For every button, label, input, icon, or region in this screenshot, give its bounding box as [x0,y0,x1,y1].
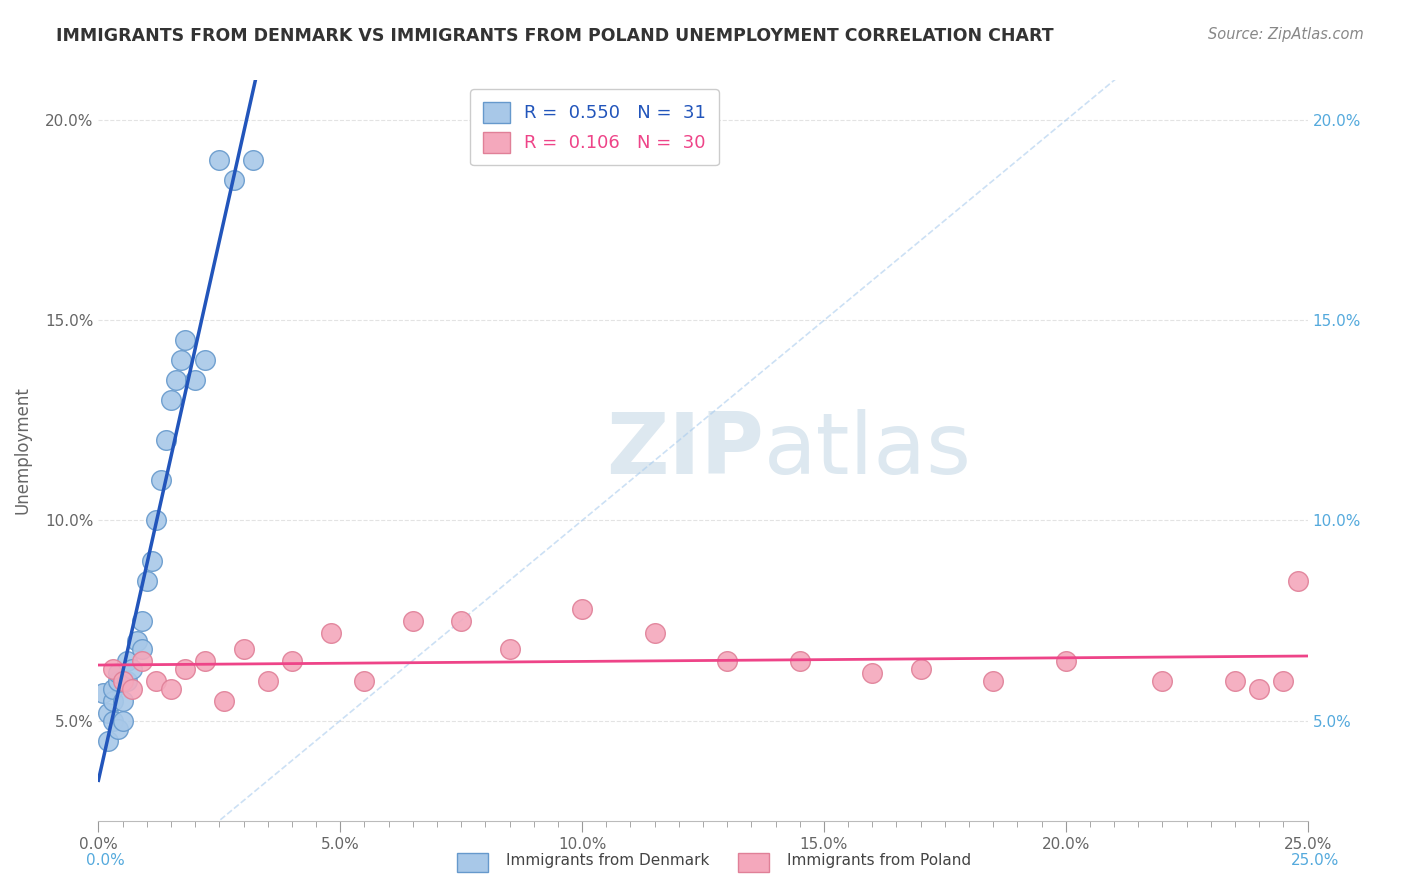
Point [101,681,124,696]
Point [121,681,143,696]
Point [716,654,738,668]
Point [101,714,124,728]
Point [150,474,173,488]
Point [131,614,153,628]
Point [194,654,217,668]
Point [107,722,129,736]
Point [107,673,129,688]
Point [117,654,139,668]
Point [402,614,425,628]
Point [111,693,134,707]
Point [145,514,167,528]
Text: IMMIGRANTS FROM DENMARK VS IMMIGRANTS FROM POLAND UNEMPLOYMENT CORRELATION CHART: IMMIGRANTS FROM DENMARK VS IMMIGRANTS FR… [56,27,1054,45]
Point [910,662,932,676]
Point [135,574,157,588]
Point [165,373,187,387]
Text: Source: ZipAtlas.com: Source: ZipAtlas.com [1208,27,1364,42]
Point [131,654,153,668]
Legend: R =  0.550   N =  31, R =  0.106   N =  30: R = 0.550 N = 31, R = 0.106 N = 30 [470,89,718,165]
Point [111,673,134,688]
Y-axis label: Unemployment: Unemployment [13,386,31,515]
Point [97,733,120,747]
Point [101,693,124,707]
Point [1272,673,1295,688]
Point [1223,673,1246,688]
Point [107,665,129,680]
Text: Immigrants from Poland: Immigrants from Poland [787,854,972,868]
Point [1054,654,1077,668]
Point [644,625,666,640]
Point [131,641,153,656]
Point [498,641,520,656]
Point [160,681,183,696]
Point [860,665,883,680]
Text: atlas: atlas [763,409,972,492]
Point [117,673,139,688]
Point [353,673,375,688]
Point [169,353,191,368]
Point [208,153,231,168]
Point [450,614,472,628]
Text: Immigrants from Denmark: Immigrants from Denmark [506,854,710,868]
Point [121,662,143,676]
Point [145,673,167,688]
Text: ZIP: ZIP [606,409,763,492]
Point [571,601,593,615]
Text: 25.0%: 25.0% [1291,854,1339,868]
Point [174,334,197,348]
Point [160,393,183,408]
Point [101,662,124,676]
Point [212,693,235,707]
Point [97,706,120,720]
Point [194,353,217,368]
Point [141,553,163,567]
Point [1249,681,1271,696]
Point [222,173,245,187]
Point [1286,574,1309,588]
Point [1152,673,1174,688]
Point [111,714,134,728]
Point [127,633,149,648]
Point [174,662,197,676]
Point [319,625,342,640]
Point [256,673,278,688]
Text: 0.0%: 0.0% [86,854,125,868]
Point [232,641,254,656]
Point [184,373,207,387]
Point [91,685,114,699]
Point [789,654,811,668]
Point [981,673,1004,688]
Point [155,434,177,448]
Point [281,654,304,668]
Point [242,153,264,168]
